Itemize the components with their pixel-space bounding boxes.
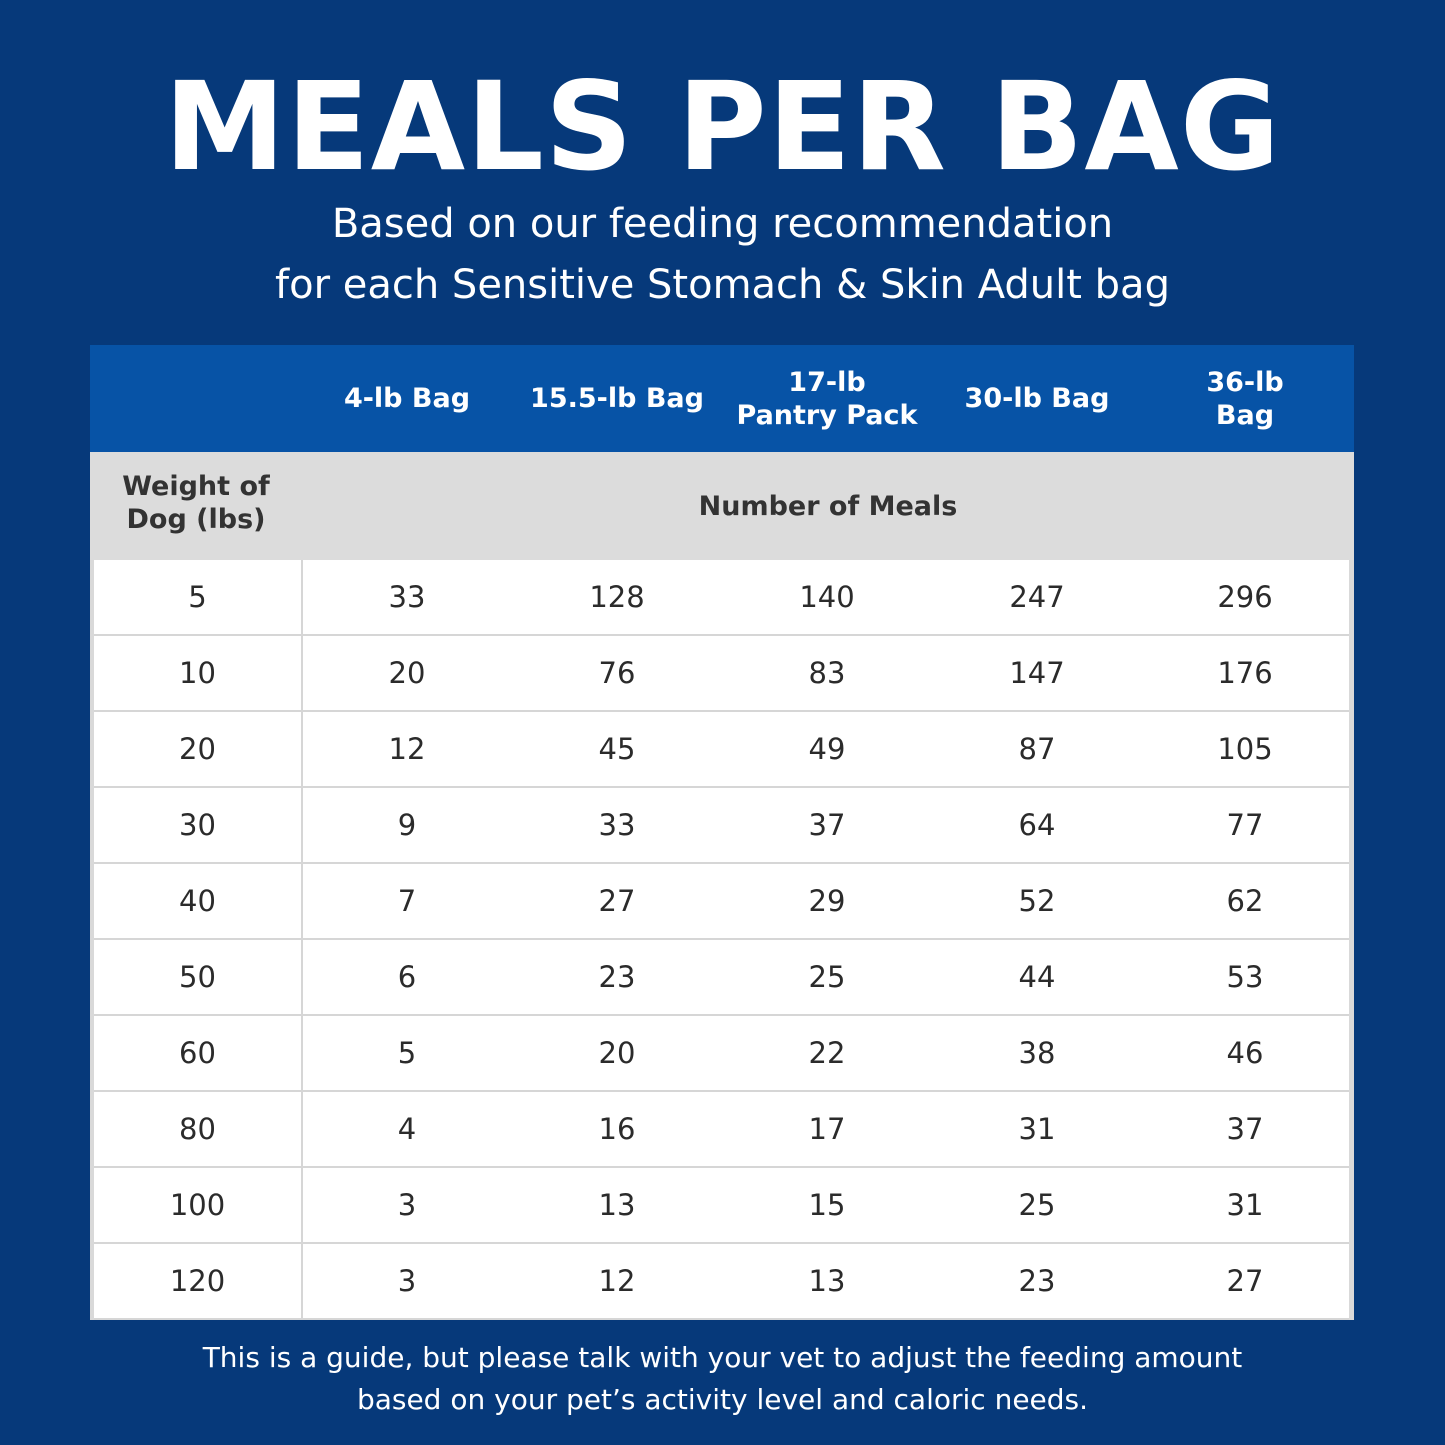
column-header-line: 15.5-lb Bag bbox=[530, 383, 704, 414]
table-subheader-row: Weight of Dog (lbs) Number of Meals bbox=[90, 452, 1354, 560]
meals-cell: 105 bbox=[1217, 732, 1273, 766]
dog-weight-cell: 30 bbox=[94, 788, 303, 862]
meals-cell: 15 bbox=[808, 1188, 846, 1222]
meals-cell: 4 bbox=[397, 1112, 417, 1146]
meals-cell: 29 bbox=[808, 884, 846, 918]
meals-cell: 16 bbox=[598, 1112, 636, 1146]
page-title: MEALS PER BAG bbox=[164, 56, 1281, 198]
meals-cell: 76 bbox=[598, 656, 636, 690]
meals-table: 4-lb Bag 15.5-lb Bag 17-lb Pantry Pack 30-lb… bbox=[90, 345, 1354, 1320]
column-header: 15.5-lb Bag bbox=[512, 345, 722, 452]
meals-cell: 64 bbox=[1018, 808, 1056, 842]
meals-cell: 62 bbox=[1226, 884, 1264, 918]
footer-line: This is a guide, but please talk with yo… bbox=[202, 1341, 1243, 1374]
column-header: 17-lb Pantry Pack bbox=[722, 345, 932, 452]
table-row: 80 4 16 17 31 37 bbox=[94, 1092, 1349, 1168]
subtitle-line-1: Based on our feeding recommendation bbox=[331, 201, 1114, 247]
weight-header-line: Dog (lbs) bbox=[126, 504, 266, 535]
dog-weight-cell: 50 bbox=[94, 940, 303, 1014]
meals-cell: 37 bbox=[1226, 1112, 1264, 1146]
dog-weight-cell: 20 bbox=[94, 712, 303, 786]
meals-cell: 20 bbox=[388, 656, 426, 690]
number-of-meals-header: Number of Meals bbox=[698, 490, 958, 522]
dog-weight-cell: 5 bbox=[94, 560, 303, 634]
meals-cell: 22 bbox=[808, 1036, 846, 1070]
meals-cell: 31 bbox=[1018, 1112, 1056, 1146]
table-header-row: 4-lb Bag 15.5-lb Bag 17-lb Pantry Pack 30-lb… bbox=[90, 345, 1354, 452]
table-row: 100 3 13 15 25 31 bbox=[94, 1168, 1349, 1244]
dog-weight-cell: 80 bbox=[94, 1092, 303, 1166]
column-header: 36-lb Bag bbox=[1140, 345, 1350, 452]
meals-cell: 128 bbox=[589, 580, 645, 614]
dog-weight-cell: 120 bbox=[94, 1244, 303, 1318]
meals-cell: 27 bbox=[598, 884, 636, 918]
table-row: 60 5 20 22 38 46 bbox=[94, 1016, 1349, 1092]
column-header: 4-lb Bag bbox=[302, 345, 512, 452]
dog-weight-cell: 40 bbox=[94, 864, 303, 938]
table-row: 20 12 45 49 87 105 bbox=[94, 712, 1349, 788]
column-header-line: Bag bbox=[1215, 399, 1275, 431]
meals-cell: 17 bbox=[808, 1112, 846, 1146]
meals-cell: 83 bbox=[808, 656, 846, 690]
column-header-line: 4-lb Bag bbox=[343, 383, 471, 414]
meals-cell: 87 bbox=[1018, 732, 1056, 766]
column-header-line: 17-lb bbox=[788, 366, 866, 398]
meals-cell: 6 bbox=[397, 960, 417, 994]
meals-cell: 37 bbox=[808, 808, 846, 842]
weight-column-header: Weight of Dog (lbs) bbox=[90, 470, 302, 536]
table-row: 30 9 33 37 64 77 bbox=[94, 788, 1349, 864]
meals-cell: 12 bbox=[598, 1264, 636, 1298]
meals-cell: 7 bbox=[397, 884, 417, 918]
column-header-line: Pantry Pack bbox=[736, 399, 918, 431]
meals-cell: 45 bbox=[598, 732, 636, 766]
meals-cell: 13 bbox=[808, 1264, 846, 1298]
subtitle-line-2: for each Sensitive Stomach & Skin Adult … bbox=[275, 262, 1170, 308]
meals-cell: 25 bbox=[1018, 1188, 1056, 1222]
meals-cell: 140 bbox=[799, 580, 855, 614]
weight-header-line: Weight of bbox=[122, 471, 270, 502]
meals-cell: 38 bbox=[1018, 1036, 1056, 1070]
meals-cell: 77 bbox=[1226, 808, 1264, 842]
table-row: 120 3 12 13 23 27 bbox=[94, 1244, 1349, 1320]
meals-cell: 3 bbox=[397, 1264, 417, 1298]
column-header-line: 36-lb bbox=[1206, 366, 1284, 398]
table-row: 10 20 76 83 147 176 bbox=[94, 636, 1349, 712]
meals-cell: 3 bbox=[397, 1188, 417, 1222]
meals-cell: 296 bbox=[1217, 580, 1273, 614]
meals-cell: 9 bbox=[397, 808, 417, 842]
footer-note: This is a guide, but please talk with yo… bbox=[0, 1337, 1445, 1421]
meals-cell: 33 bbox=[598, 808, 636, 842]
column-header: 30-lb Bag bbox=[932, 345, 1142, 452]
meals-cell: 33 bbox=[388, 580, 426, 614]
table-row: 40 7 27 29 52 62 bbox=[94, 864, 1349, 940]
dog-weight-cell: 10 bbox=[94, 636, 303, 710]
meals-cell: 147 bbox=[1009, 656, 1065, 690]
table-row: 5 33 128 140 247 296 bbox=[94, 560, 1349, 636]
meals-cell: 46 bbox=[1226, 1036, 1264, 1070]
meals-cell: 23 bbox=[1018, 1264, 1056, 1298]
meals-cell: 52 bbox=[1018, 884, 1056, 918]
meals-cell: 44 bbox=[1018, 960, 1056, 994]
meals-cell: 49 bbox=[808, 732, 846, 766]
meals-cell: 176 bbox=[1217, 656, 1273, 690]
meals-cell: 31 bbox=[1226, 1188, 1264, 1222]
meals-cell: 247 bbox=[1009, 580, 1065, 614]
meals-cell: 27 bbox=[1226, 1264, 1264, 1298]
meals-cell: 25 bbox=[808, 960, 846, 994]
meals-cell: 20 bbox=[598, 1036, 636, 1070]
column-header-line: 30-lb Bag bbox=[964, 383, 1110, 414]
dog-weight-cell: 100 bbox=[94, 1168, 303, 1242]
table-row: 50 6 23 25 44 53 bbox=[94, 940, 1349, 1016]
dog-weight-cell: 60 bbox=[94, 1016, 303, 1090]
meals-cell: 5 bbox=[397, 1036, 417, 1070]
meals-cell: 53 bbox=[1226, 960, 1264, 994]
meals-cell: 13 bbox=[598, 1188, 636, 1222]
footer-line: based on your pet’s activity level and c… bbox=[356, 1383, 1089, 1416]
meals-cell: 12 bbox=[388, 732, 426, 766]
meals-cell: 23 bbox=[598, 960, 636, 994]
table-body: 5 33 128 140 247 296 10 20 76 83 147 176 20 12 45 49 87 1… bbox=[94, 560, 1349, 1320]
